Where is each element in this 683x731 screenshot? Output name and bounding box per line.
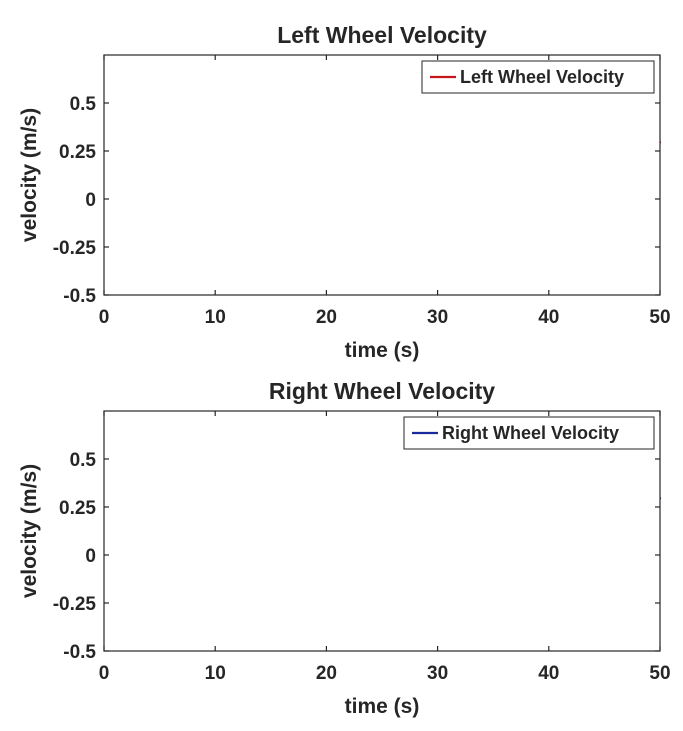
x-tick-label: 50: [649, 663, 670, 684]
axes-frame: [103, 410, 661, 652]
chart-title: Right Wheel Velocity: [269, 378, 495, 404]
y-tick-label: 0.5: [70, 94, 97, 115]
x-tick-label: 10: [205, 307, 226, 328]
legend-label: Left Wheel Velocity: [460, 67, 624, 87]
y-tick-label: 0.5: [70, 450, 97, 471]
y-tick-label: 0: [85, 546, 96, 567]
x-tick-label: 30: [427, 307, 448, 328]
x-tick-label: 30: [427, 663, 448, 684]
x-axis-label: time (s): [345, 339, 420, 362]
y-axis-label: velocity (m/s): [18, 464, 41, 598]
chart-1: 0 10 20 30 40 50 -0.5 -0.25 0 0.25 0.5 Left Wheel V…: [18, 22, 671, 362]
legend-box: [421, 60, 655, 94]
x-tick-label: 0: [99, 663, 110, 684]
y-tick-label: 0.25: [59, 142, 96, 163]
x-tick-label: 40: [538, 307, 559, 328]
y-tick-label: -0.5: [63, 642, 96, 663]
legend: Right Wheel Velocity: [403, 416, 655, 450]
x-tick-label: 0: [99, 307, 110, 328]
x-tick-label: 20: [316, 663, 337, 684]
y-axis-label: velocity (m/s): [18, 108, 41, 242]
x-axis-label: time (s): [345, 695, 420, 718]
y-tick-label: 0: [85, 190, 96, 211]
y-tick-label: -0.25: [53, 238, 97, 259]
y-tick-label: -0.25: [53, 594, 97, 615]
axes-frame: [103, 54, 661, 296]
x-tick-label: 10: [205, 663, 226, 684]
x-tick-label: 20: [316, 307, 337, 328]
chart-2: 0 10 20 30 40 50 -0.5 -0.25 0 0.25 0.5 Right Wheel …: [18, 378, 671, 718]
x-tick-label: 40: [538, 663, 559, 684]
legend-box: [403, 416, 655, 450]
x-tick-label: 50: [649, 307, 670, 328]
y-tick-label: -0.5: [63, 286, 96, 307]
y-tick-label: 0.25: [59, 498, 96, 519]
chart-title: Left Wheel Velocity: [277, 22, 487, 48]
legend-label: Right Wheel Velocity: [442, 423, 619, 443]
legend: Left Wheel Velocity: [421, 60, 655, 94]
